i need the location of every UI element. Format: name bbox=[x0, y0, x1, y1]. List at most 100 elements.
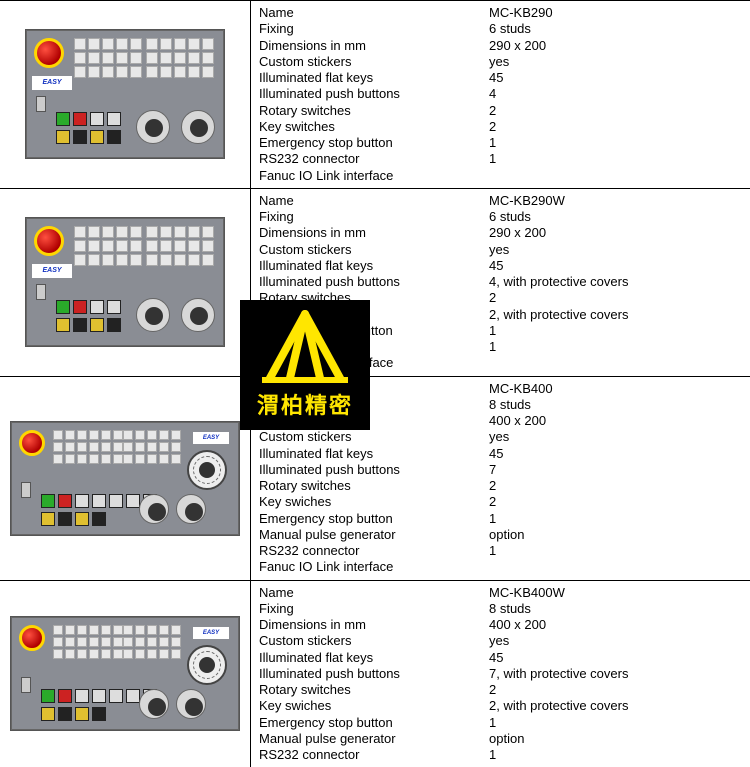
spec-value bbox=[489, 168, 742, 184]
product-image: EASY bbox=[10, 616, 240, 731]
spec-label: Custom stickers bbox=[259, 633, 489, 649]
spec-value: 2 bbox=[489, 478, 742, 494]
spec-label: Rotary switches bbox=[259, 682, 489, 698]
spec-value: 1 bbox=[489, 151, 742, 167]
spec-label: Custom stickers bbox=[259, 429, 489, 445]
spec-line: Fixing 6 studs bbox=[259, 209, 742, 225]
spec-value: 2, with protective covers bbox=[489, 307, 742, 323]
spec-label: Key swiches bbox=[259, 698, 489, 714]
spec-value: yes bbox=[489, 54, 742, 70]
product-row: EASY Name MC-KB290 Fixing 6 studs Dimens… bbox=[0, 0, 750, 188]
spec-value: 1 bbox=[489, 715, 742, 731]
spec-line: Illuminated flat keys 45 bbox=[259, 70, 742, 86]
spec-value: 2 bbox=[489, 682, 742, 698]
product-row: EASY Name MC-KB290W Fixing 6 studs Dimen… bbox=[0, 188, 750, 376]
spec-cell: Name MC-KB290 Fixing 6 studs Dimensions … bbox=[250, 1, 750, 188]
spec-label: Illuminated push buttons bbox=[259, 274, 489, 290]
spec-table: EASY Name MC-KB290 Fixing 6 studs Dimens… bbox=[0, 0, 750, 767]
spec-line: Rotary switches 2 bbox=[259, 103, 742, 119]
spec-value: MC-KB290 bbox=[489, 5, 742, 21]
estop-icon bbox=[34, 38, 64, 68]
spec-line: RS232 connector 1 bbox=[259, 151, 742, 167]
spec-value: 6 studs bbox=[489, 21, 742, 37]
spec-label: Fixing bbox=[259, 601, 489, 617]
spec-value: 8 studs bbox=[489, 397, 742, 413]
spec-line: Fanuc IO Link interface bbox=[259, 168, 742, 184]
spec-label: Illuminated flat keys bbox=[259, 258, 489, 274]
panel-brand: EASY bbox=[32, 264, 72, 278]
spec-line: Fanuc IO Link interface bbox=[259, 559, 742, 575]
spec-line: Illuminated push buttons 4 bbox=[259, 86, 742, 102]
spec-line: Emergency stop button 1 bbox=[259, 715, 742, 731]
spec-label: RS232 connector bbox=[259, 747, 489, 763]
spec-value: option bbox=[489, 527, 742, 543]
spec-label: Key swiches bbox=[259, 494, 489, 510]
spec-line: Fixing 8 studs bbox=[259, 601, 742, 617]
spec-value: 1 bbox=[489, 747, 742, 763]
panel-brand: EASY bbox=[193, 627, 229, 639]
spec-value: 2 bbox=[489, 290, 742, 306]
spec-value: 1 bbox=[489, 135, 742, 151]
spec-line: Key switches 2 bbox=[259, 119, 742, 135]
spec-value bbox=[489, 355, 742, 371]
spec-line: Emergency stop button 1 bbox=[259, 511, 742, 527]
spec-label: RS232 connector bbox=[259, 543, 489, 559]
spec-label: RS232 connector bbox=[259, 151, 489, 167]
spec-label: Illuminated flat keys bbox=[259, 70, 489, 86]
spec-line: Key swiches 2, with protective covers bbox=[259, 698, 742, 714]
spec-label: Rotary switches bbox=[259, 478, 489, 494]
spec-label: Fanuc IO Link interface bbox=[259, 168, 489, 184]
spec-line: Dimensions in mm 400 x 200 bbox=[259, 617, 742, 633]
spec-label: Custom stickers bbox=[259, 54, 489, 70]
spec-line: Emergency stop button 1 bbox=[259, 135, 742, 151]
estop-icon bbox=[19, 430, 45, 456]
spec-line: Name MC-KB400W bbox=[259, 585, 742, 601]
spec-value: 45 bbox=[489, 650, 742, 666]
spec-value: 45 bbox=[489, 258, 742, 274]
spec-line: Key swiches 2 bbox=[259, 494, 742, 510]
spec-line: Manual pulse generator option bbox=[259, 527, 742, 543]
spec-label: Fixing bbox=[259, 21, 489, 37]
spec-line: RS232 connector 1 bbox=[259, 747, 742, 763]
spec-line: Custom stickers yes bbox=[259, 429, 742, 445]
spec-label: Emergency stop button bbox=[259, 135, 489, 151]
spec-value: 7 bbox=[489, 462, 742, 478]
watermark-text: 渭柏精密 bbox=[240, 388, 370, 420]
panel-brand: EASY bbox=[193, 432, 229, 444]
spec-line: Illuminated push buttons 7 bbox=[259, 462, 742, 478]
spec-label: Dimensions in mm bbox=[259, 617, 489, 633]
watermark-logo: 渭柏精密 bbox=[240, 300, 370, 430]
spec-label: Illuminated push buttons bbox=[259, 86, 489, 102]
spec-label: Emergency stop button bbox=[259, 511, 489, 527]
spec-line: Name MC-KB290 bbox=[259, 5, 742, 21]
spec-value: yes bbox=[489, 633, 742, 649]
spec-value: 1 bbox=[489, 339, 742, 355]
image-cell: EASY bbox=[0, 189, 250, 376]
product-image: EASY bbox=[25, 217, 225, 347]
spec-value: 45 bbox=[489, 446, 742, 462]
spec-label: Fanuc IO Link interface bbox=[259, 559, 489, 575]
spec-value: 2 bbox=[489, 103, 742, 119]
spec-line: Illuminated push buttons 4, with protect… bbox=[259, 274, 742, 290]
spec-cell: Name MC-KB400W Fixing 8 studs Dimensions… bbox=[250, 581, 750, 767]
spec-value: 4 bbox=[489, 86, 742, 102]
spec-value: 400 x 200 bbox=[489, 413, 742, 429]
spec-label: Name bbox=[259, 193, 489, 209]
spec-value: 6 studs bbox=[489, 209, 742, 225]
spec-value: 8 studs bbox=[489, 601, 742, 617]
product-image: EASY bbox=[25, 29, 225, 159]
spec-line: Custom stickers yes bbox=[259, 242, 742, 258]
spec-value: 1 bbox=[489, 543, 742, 559]
product-image: EASY bbox=[10, 421, 240, 536]
spec-value bbox=[489, 559, 742, 575]
spec-value: yes bbox=[489, 242, 742, 258]
spec-line: Dimensions in mm 290 x 200 bbox=[259, 225, 742, 241]
spec-value: MC-KB400 bbox=[489, 381, 742, 397]
spec-value: 2, with protective covers bbox=[489, 698, 742, 714]
image-cell: EASY bbox=[0, 377, 250, 580]
spec-value: 7, with protective covers bbox=[489, 666, 742, 682]
spec-label: Illuminated push buttons bbox=[259, 462, 489, 478]
spec-label: Rotary switches bbox=[259, 103, 489, 119]
spec-label: Fixing bbox=[259, 209, 489, 225]
spec-label: Key switches bbox=[259, 119, 489, 135]
